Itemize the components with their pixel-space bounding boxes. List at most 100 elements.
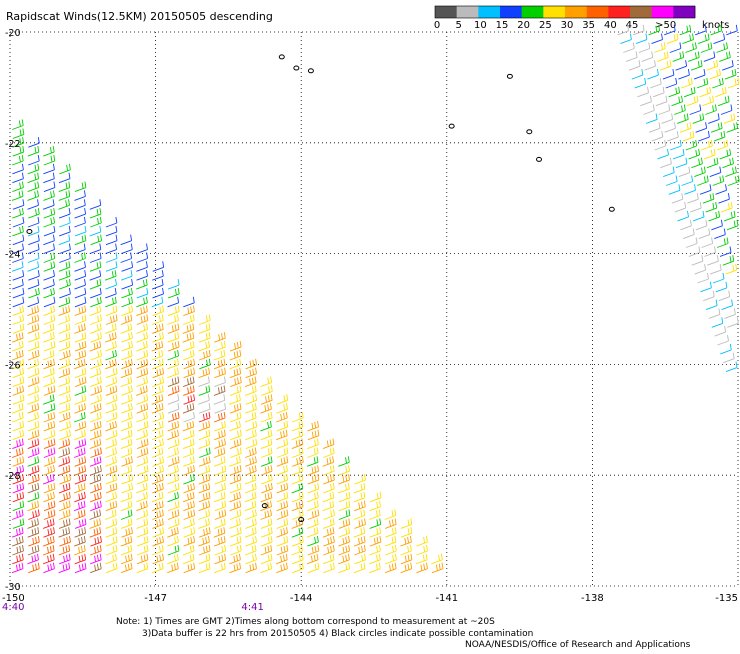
- wind-barb: [183, 411, 195, 423]
- wind-barb: [105, 216, 118, 228]
- wind-barb: [199, 349, 211, 361]
- wind-barb: [198, 474, 211, 485]
- wind-barb: [260, 553, 273, 565]
- wind-barb: [199, 358, 211, 370]
- wind-barb: [58, 562, 71, 574]
- wind-barb: [43, 252, 56, 263]
- wind-barb: [152, 509, 164, 520]
- wind-barb: [291, 411, 304, 423]
- wind-barb: [58, 234, 71, 246]
- wind-barb: [666, 33, 679, 45]
- wind-barb: [74, 411, 86, 423]
- wind-barb: [400, 536, 412, 547]
- wind-barb: [723, 113, 736, 124]
- wind-barb: [686, 95, 699, 107]
- wind-barb: [690, 202, 702, 213]
- wind-barb: [27, 296, 40, 308]
- wind-barb: [89, 270, 102, 281]
- wind-barb: [680, 219, 692, 231]
- wind-barb: [43, 420, 56, 432]
- wind-barb: [152, 456, 165, 467]
- wind-barb: [307, 429, 320, 441]
- wind-barb: [167, 385, 180, 396]
- wind-barb: [292, 456, 304, 467]
- wind-barb: [715, 281, 728, 293]
- wind-barb: [58, 323, 71, 334]
- wind-barb: [400, 527, 413, 538]
- wind-barb: [722, 60, 734, 71]
- wind-barb: [105, 474, 117, 485]
- speed-legend: 0 5 10 15 20 25 30 35 40 45 >50 knots: [434, 5, 729, 31]
- wind-barb: [701, 237, 714, 248]
- wind-barb: [27, 411, 39, 423]
- wind-barb: [90, 332, 102, 343]
- wind-barb: [90, 562, 102, 574]
- wind-barb: [688, 51, 700, 62]
- wind-barb: [719, 246, 732, 257]
- wind-barb: [89, 279, 102, 290]
- wind-barb: [12, 376, 25, 388]
- wind-barb: [89, 438, 102, 450]
- wind-barb: [27, 190, 39, 201]
- wind-barb: [43, 243, 55, 255]
- wind-barb: [74, 562, 87, 574]
- wind-barb: [42, 323, 55, 334]
- wind-barb: [136, 518, 149, 529]
- wind-barb: [167, 553, 179, 565]
- wind-barb: [27, 341, 40, 352]
- wind-barb: [12, 474, 25, 485]
- wind-barb: [385, 527, 397, 538]
- wind-barb: [58, 358, 71, 370]
- wind-barb: [43, 261, 56, 272]
- wind-barb: [105, 385, 118, 396]
- wind-barb: [683, 86, 696, 98]
- wind-barb: [136, 332, 148, 343]
- wind-barb: [322, 553, 335, 565]
- wind-barb: [43, 279, 55, 290]
- wind-barb: [167, 429, 179, 441]
- island-outline: [307, 68, 314, 74]
- wind-barb: [151, 562, 164, 574]
- wind-barb: [322, 518, 335, 529]
- wind-barb: [74, 349, 87, 361]
- wind-barb: [699, 86, 712, 98]
- wind-barb: [276, 420, 289, 432]
- y-tick-label: -20: [5, 28, 21, 39]
- wind-barb: [694, 264, 707, 275]
- wind-barb: [276, 429, 288, 441]
- wind-barb: [667, 131, 679, 142]
- wind-barb: [74, 518, 87, 529]
- wind-barb: [214, 562, 226, 574]
- wind-barb: [136, 358, 149, 370]
- wind-barb: [136, 420, 149, 432]
- wind-barb: [628, 60, 641, 71]
- wind-barb: [307, 482, 320, 494]
- wind-barb: [353, 509, 366, 520]
- wind-barb: [58, 199, 70, 210]
- wind-barb: [136, 482, 148, 494]
- wind-barb: [658, 104, 671, 115]
- wind-barb: [291, 544, 303, 556]
- wind-barb: [214, 332, 226, 343]
- wind-barb: [105, 456, 117, 467]
- wind-barb: [152, 544, 164, 556]
- legend-tick: 0: [434, 20, 440, 31]
- wind-barb: [276, 474, 289, 485]
- wind-barb: [291, 500, 304, 512]
- wind-barb: [89, 420, 102, 432]
- wind-barb: [11, 509, 24, 520]
- wind-barb: [59, 536, 71, 547]
- wind-barb: [152, 411, 165, 423]
- wind-barb: [693, 69, 706, 80]
- wind-barb: [261, 474, 273, 485]
- wind-barb: [136, 438, 149, 450]
- wind-barb: [291, 420, 304, 432]
- wind-barb: [719, 51, 731, 62]
- wind-barb: [27, 482, 40, 494]
- wind-barb: [121, 341, 133, 352]
- wind-barb: [42, 199, 55, 210]
- wind-barb: [43, 225, 56, 237]
- wind-barb: [90, 482, 102, 494]
- wind-barb: [635, 33, 648, 45]
- wind-barb: [307, 509, 320, 520]
